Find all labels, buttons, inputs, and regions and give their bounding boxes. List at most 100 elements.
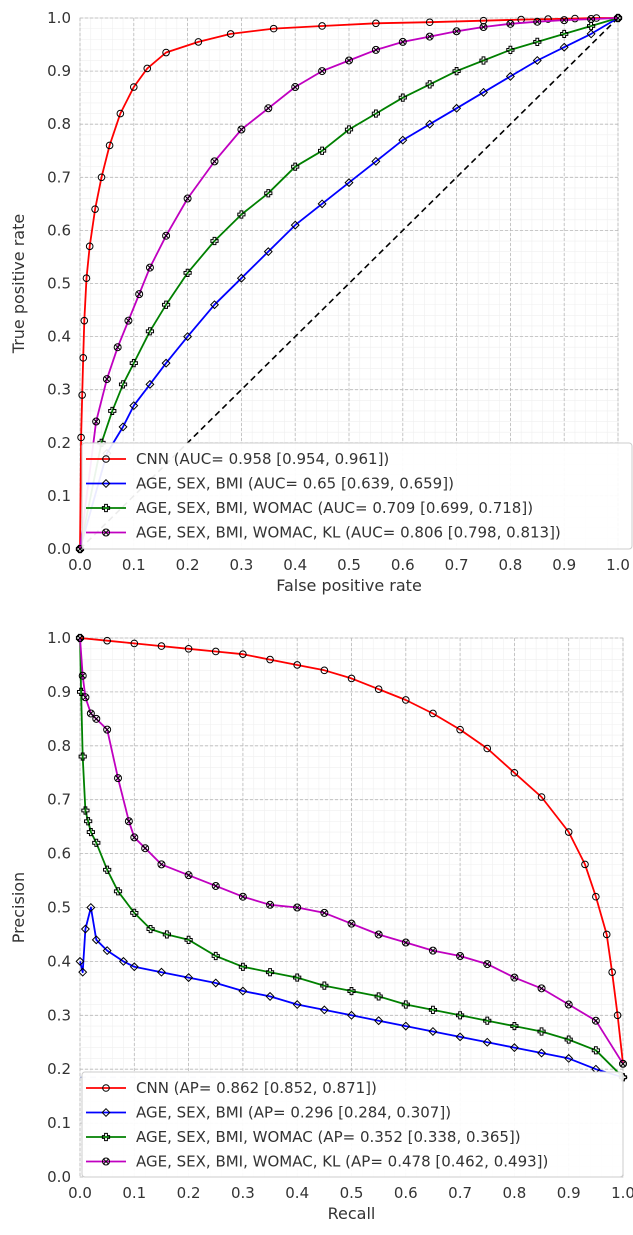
data-point bbox=[532, 55, 542, 65]
series-line bbox=[79, 637, 624, 1064]
data-point bbox=[78, 967, 88, 977]
data-point bbox=[347, 919, 356, 928]
data-point bbox=[591, 1046, 600, 1055]
data-point bbox=[239, 650, 247, 658]
x-tick-label: 0.7 bbox=[448, 1184, 472, 1202]
data-point bbox=[211, 647, 220, 656]
y-tick-label: 0.3 bbox=[47, 1006, 71, 1024]
data-point bbox=[374, 930, 383, 939]
y-tick-label: 1.0 bbox=[47, 9, 71, 27]
data-point bbox=[161, 358, 171, 368]
data-point bbox=[265, 968, 275, 977]
data-point bbox=[455, 1032, 465, 1042]
data-point bbox=[130, 833, 139, 842]
data-point bbox=[402, 696, 410, 704]
data-point bbox=[429, 709, 437, 718]
y-tick-label: 0.8 bbox=[47, 115, 71, 133]
data-point bbox=[371, 109, 380, 118]
data-point bbox=[456, 952, 465, 961]
data-point bbox=[211, 951, 220, 961]
data-point bbox=[398, 37, 407, 46]
data-point bbox=[76, 634, 84, 642]
data-point bbox=[564, 828, 573, 836]
data-point bbox=[129, 401, 139, 411]
data-point bbox=[425, 32, 434, 41]
y-tick-label: 1.0 bbox=[47, 629, 71, 647]
data-point bbox=[238, 892, 247, 901]
data-point bbox=[344, 178, 354, 188]
data-point bbox=[537, 1048, 547, 1058]
data-point bbox=[113, 887, 123, 896]
legend-label: AGE, SEX, BMI (AP= 0.296 [0.284, 0.307]) bbox=[136, 1104, 451, 1122]
roc-chart: 0.00.0 0.1 0.1 0.2 0.2 0.3 0.3 0.4 0.4 0.5 0.5 0.6 0… bbox=[9, 9, 633, 595]
data-point bbox=[483, 1016, 492, 1025]
data-point bbox=[130, 908, 139, 917]
data-point bbox=[505, 71, 515, 81]
y-tick-label: 0.5 bbox=[47, 899, 71, 917]
data-point bbox=[146, 924, 155, 934]
data-point bbox=[428, 1005, 438, 1015]
legend: CNN (AUC= 0.958 [0.954, 0.961]) AGE, SEX,… bbox=[81, 442, 633, 550]
data-point bbox=[608, 968, 616, 976]
x-tick-label: 1.0 bbox=[611, 1184, 633, 1202]
data-point bbox=[478, 87, 489, 97]
legend-marker bbox=[101, 1107, 111, 1118]
data-point bbox=[141, 844, 150, 853]
pr-chart: 0.00.0 0.1 0.1 0.2 0.2 0.3 0.3 0.4 0.4 0.5 0.5 0.6 0… bbox=[9, 629, 633, 1223]
data-point bbox=[346, 1010, 357, 1020]
data-point bbox=[401, 1021, 411, 1031]
data-point bbox=[184, 871, 193, 880]
x-axis-label: Recall bbox=[328, 1204, 376, 1223]
data-point bbox=[560, 16, 569, 25]
legend-marker bbox=[102, 1157, 110, 1166]
data-point bbox=[291, 83, 300, 92]
data-point bbox=[161, 300, 171, 309]
data-point bbox=[145, 263, 154, 272]
data-point bbox=[92, 714, 101, 723]
data-point bbox=[238, 986, 248, 996]
data-point bbox=[347, 674, 356, 683]
data-point bbox=[374, 1016, 384, 1026]
data-point bbox=[157, 642, 166, 650]
data-point bbox=[124, 316, 133, 325]
y-tick-label: 0.5 bbox=[47, 275, 71, 293]
data-point bbox=[269, 24, 278, 33]
data-point bbox=[184, 973, 194, 983]
data-point bbox=[619, 1059, 627, 1068]
data-point bbox=[129, 962, 139, 972]
data-point bbox=[452, 67, 461, 76]
data-point bbox=[452, 27, 461, 36]
legend-marker bbox=[102, 528, 110, 537]
data-point bbox=[130, 639, 139, 648]
y-tick-label: 0.7 bbox=[47, 168, 71, 186]
data-point bbox=[82, 274, 91, 282]
y-tick-label: 0.6 bbox=[47, 221, 71, 239]
legend-item: CNN (AUC= 0.958 [0.954, 0.961]) bbox=[86, 450, 389, 468]
data-point bbox=[78, 391, 86, 399]
data-point bbox=[114, 774, 123, 783]
data-point bbox=[103, 636, 111, 645]
legend-marker bbox=[101, 503, 111, 513]
legend: CNN (AP= 0.862 [0.852, 0.871]) AGE, SEX, … bbox=[81, 1071, 624, 1178]
data-point bbox=[537, 984, 546, 993]
data-point bbox=[564, 1035, 573, 1044]
data-point bbox=[78, 671, 87, 680]
data-point bbox=[238, 962, 247, 971]
data-point bbox=[564, 1053, 574, 1063]
data-point bbox=[372, 19, 380, 28]
legend-marker bbox=[101, 478, 111, 489]
data-point bbox=[237, 125, 246, 134]
data-point bbox=[371, 45, 380, 54]
legend-item: AGE, SEX, BMI, WOMAC (AP= 0.352 [0.338, … bbox=[86, 1128, 521, 1146]
data-point bbox=[293, 903, 302, 912]
data-point bbox=[483, 744, 492, 753]
y-tick-label: 0.1 bbox=[47, 487, 71, 505]
data-point bbox=[425, 18, 434, 27]
data-point bbox=[145, 379, 155, 389]
data-point bbox=[265, 991, 275, 1001]
legend-label: AGE, SEX, BMI, WOMAC, KL (AP= 0.478 [0.4… bbox=[136, 1153, 548, 1171]
data-point bbox=[483, 960, 492, 969]
x-tick-label: 0.2 bbox=[177, 1184, 201, 1202]
y-tick-label: 0.8 bbox=[47, 737, 71, 755]
y-tick-label: 0.0 bbox=[47, 1168, 71, 1186]
